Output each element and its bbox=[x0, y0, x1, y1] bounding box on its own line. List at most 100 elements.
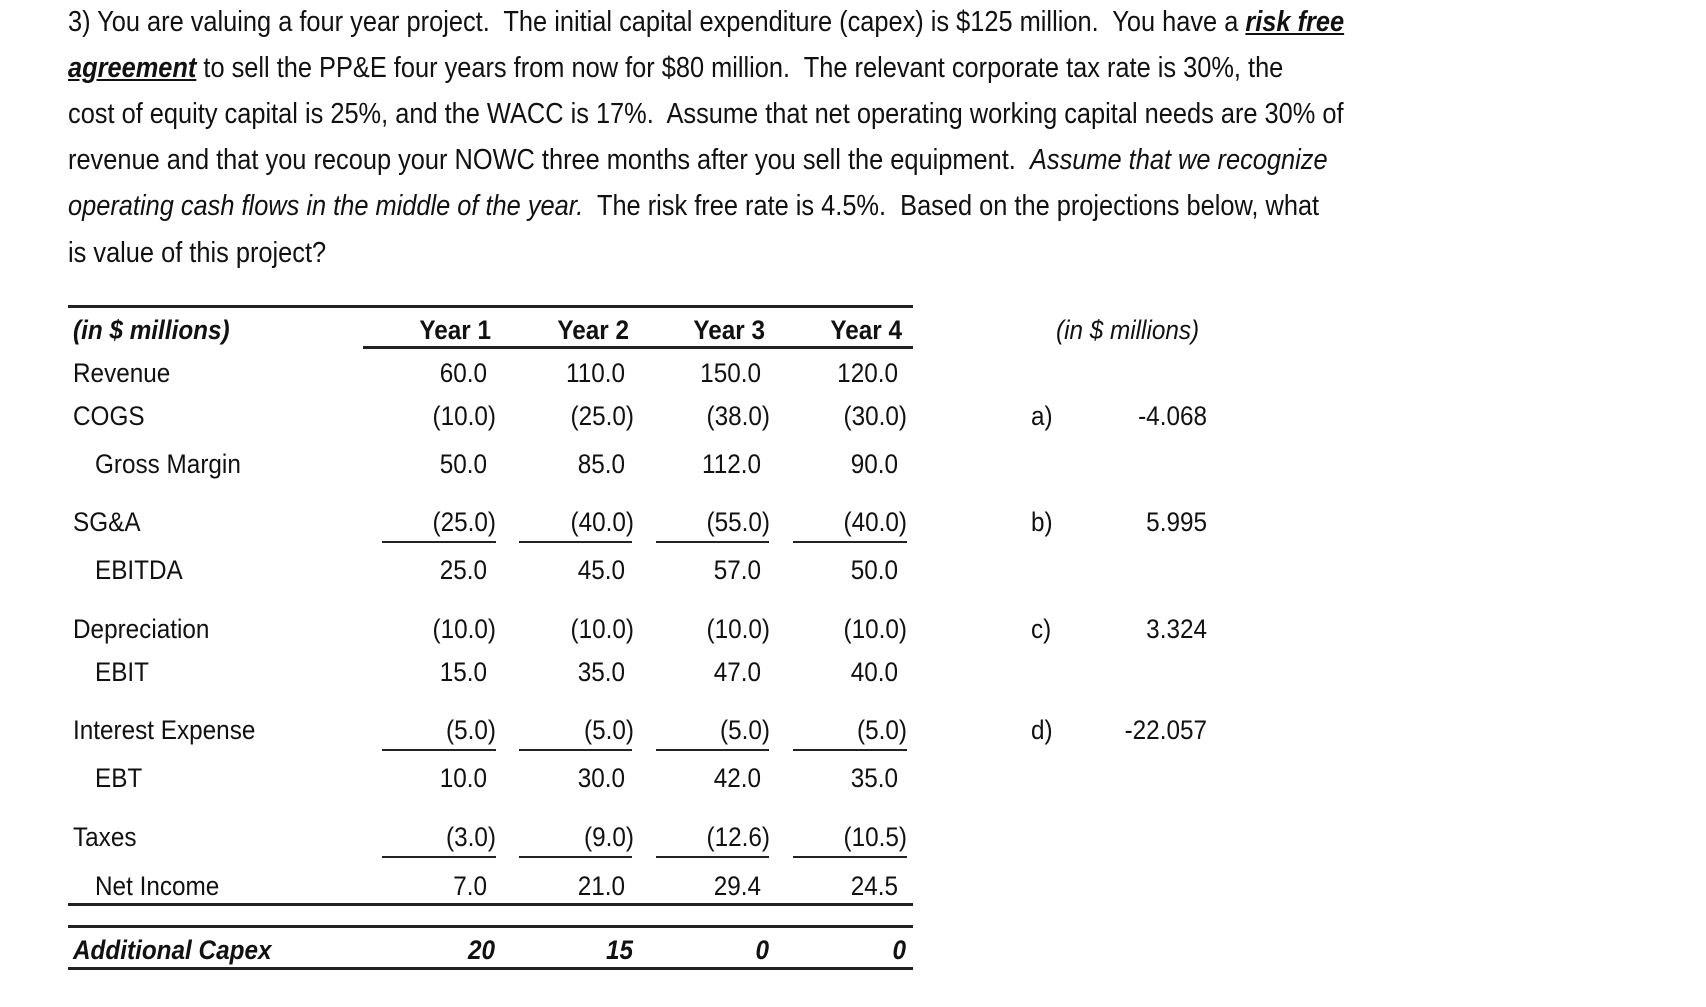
option-letter: b) bbox=[1031, 507, 1053, 537]
table-rule bbox=[793, 541, 907, 543]
cell-value: (55.0) bbox=[706, 507, 770, 537]
cell-value: 25.0 bbox=[439, 555, 487, 585]
question-line: 3) You are valuing a four year project. … bbox=[68, 6, 1344, 39]
capex-value: 20 bbox=[467, 935, 495, 965]
cell-value: 35.0 bbox=[850, 763, 898, 793]
question-line: agreement to sell the PP&E four years fr… bbox=[68, 52, 1283, 85]
cell-value: 112.0 bbox=[701, 449, 761, 479]
cell-value: (12.6) bbox=[706, 822, 770, 852]
cell-value: 24.5 bbox=[850, 871, 898, 901]
unit-label: (in $ millions) bbox=[73, 315, 230, 345]
cell-value: 15.0 bbox=[439, 657, 487, 687]
table-rule bbox=[68, 925, 913, 928]
text: The risk free rate is 4.5%. Based on the… bbox=[583, 190, 1320, 222]
column-header: Year 1 bbox=[419, 315, 491, 345]
cell-value: 7.0 bbox=[453, 871, 487, 901]
cell-value: (30.0) bbox=[843, 401, 907, 431]
row-label: Depreciation bbox=[73, 614, 210, 644]
text: cost of equity capital is 25%, and the W… bbox=[68, 98, 1344, 130]
cell-value: (10.0) bbox=[706, 614, 770, 644]
question-line: is value of this project? bbox=[68, 237, 326, 270]
italic-text: operating cash flows in the middle of th… bbox=[68, 190, 584, 222]
cell-value: 10.0 bbox=[439, 763, 487, 793]
cell-value: (25.0) bbox=[570, 401, 634, 431]
row-label: EBITDA bbox=[95, 555, 183, 585]
cell-value: (10.0) bbox=[570, 614, 634, 644]
cell-value: 110.0 bbox=[565, 358, 625, 388]
question-line: operating cash flows in the middle of th… bbox=[68, 190, 1319, 223]
cell-value: (3.0) bbox=[446, 822, 496, 852]
table-rule bbox=[382, 749, 496, 751]
cell-value: 150.0 bbox=[700, 358, 761, 388]
cell-value: 30.0 bbox=[577, 763, 625, 793]
capex-value: 0 bbox=[755, 935, 769, 965]
cell-value: 45.0 bbox=[577, 555, 625, 585]
column-header: Year 3 bbox=[693, 315, 765, 345]
cell-value: 120.0 bbox=[837, 358, 898, 388]
column-header: Year 2 bbox=[557, 315, 629, 345]
table-rule bbox=[519, 856, 632, 858]
column-header: Year 4 bbox=[830, 315, 902, 345]
question-line: revenue and that you recoup your NOWC th… bbox=[68, 144, 1328, 177]
table-rule bbox=[519, 749, 632, 751]
cell-value: 29.4 bbox=[713, 871, 761, 901]
table-rule bbox=[793, 749, 907, 751]
cell-value: 35.0 bbox=[577, 657, 625, 687]
cell-value: 90.0 bbox=[850, 449, 898, 479]
cell-value: 50.0 bbox=[439, 449, 487, 479]
row-label: Taxes bbox=[73, 822, 137, 852]
row-label: Interest Expense bbox=[73, 715, 256, 745]
cell-value: (5.0) bbox=[720, 715, 770, 745]
option-letter: d) bbox=[1031, 715, 1053, 745]
table-rule bbox=[656, 749, 769, 751]
cell-value: 57.0 bbox=[713, 555, 761, 585]
row-label: Net Income bbox=[95, 871, 220, 901]
option-value: 5.995 bbox=[1146, 507, 1207, 537]
emphasis-risk-free: risk free bbox=[1245, 6, 1345, 38]
cell-value: (40.0) bbox=[570, 507, 634, 537]
option-letter: c) bbox=[1031, 614, 1052, 644]
row-label: COGS bbox=[73, 401, 145, 431]
cell-value: (10.0) bbox=[432, 401, 496, 431]
cell-value: 60.0 bbox=[439, 358, 487, 388]
table-rule bbox=[793, 856, 907, 858]
row-label: Gross Margin bbox=[95, 449, 241, 479]
cell-value: 40.0 bbox=[850, 657, 898, 687]
row-label: EBT bbox=[95, 763, 143, 793]
capex-label: Additional Capex bbox=[73, 935, 272, 965]
question-line: cost of equity capital is 25%, and the W… bbox=[68, 98, 1344, 131]
cell-value: 47.0 bbox=[713, 657, 761, 687]
option-letter: a) bbox=[1031, 401, 1053, 431]
text: revenue and that you recoup your NOWC th… bbox=[68, 144, 1030, 176]
row-label: EBIT bbox=[95, 657, 150, 687]
cell-value: (10.0) bbox=[432, 614, 496, 644]
cell-value: (25.0) bbox=[432, 507, 496, 537]
capex-value: 15 bbox=[605, 935, 633, 965]
cell-value: (10.5) bbox=[843, 822, 907, 852]
cell-value: (10.0) bbox=[843, 614, 907, 644]
option-value: -4.068 bbox=[1138, 401, 1207, 431]
cell-value: (5.0) bbox=[857, 715, 907, 745]
text: 3) You are valuing a four year project. … bbox=[68, 6, 1246, 38]
table-rule bbox=[656, 856, 769, 858]
cell-value: (5.0) bbox=[584, 715, 634, 745]
table-rule bbox=[68, 967, 913, 970]
text: is value of this project? bbox=[68, 237, 327, 269]
emphasis-agreement: agreement bbox=[68, 52, 197, 84]
option-value: -22.057 bbox=[1124, 715, 1207, 745]
table-rule bbox=[68, 305, 913, 308]
table-rule bbox=[656, 541, 769, 543]
italic-text: Assume that we recognize bbox=[1029, 144, 1328, 176]
table-rule bbox=[363, 346, 913, 349]
table-rule bbox=[382, 856, 496, 858]
cell-value: 42.0 bbox=[713, 763, 761, 793]
cell-value: (38.0) bbox=[706, 401, 770, 431]
table-rule bbox=[68, 903, 913, 906]
cell-value: 85.0 bbox=[577, 449, 625, 479]
answers-unit-label: (in $ millions) bbox=[1056, 315, 1200, 345]
option-value: 3.324 bbox=[1146, 614, 1207, 644]
table-rule bbox=[519, 541, 632, 543]
cell-value: (5.0) bbox=[446, 715, 496, 745]
cell-value: 21.0 bbox=[577, 871, 625, 901]
cell-value: 50.0 bbox=[850, 555, 898, 585]
